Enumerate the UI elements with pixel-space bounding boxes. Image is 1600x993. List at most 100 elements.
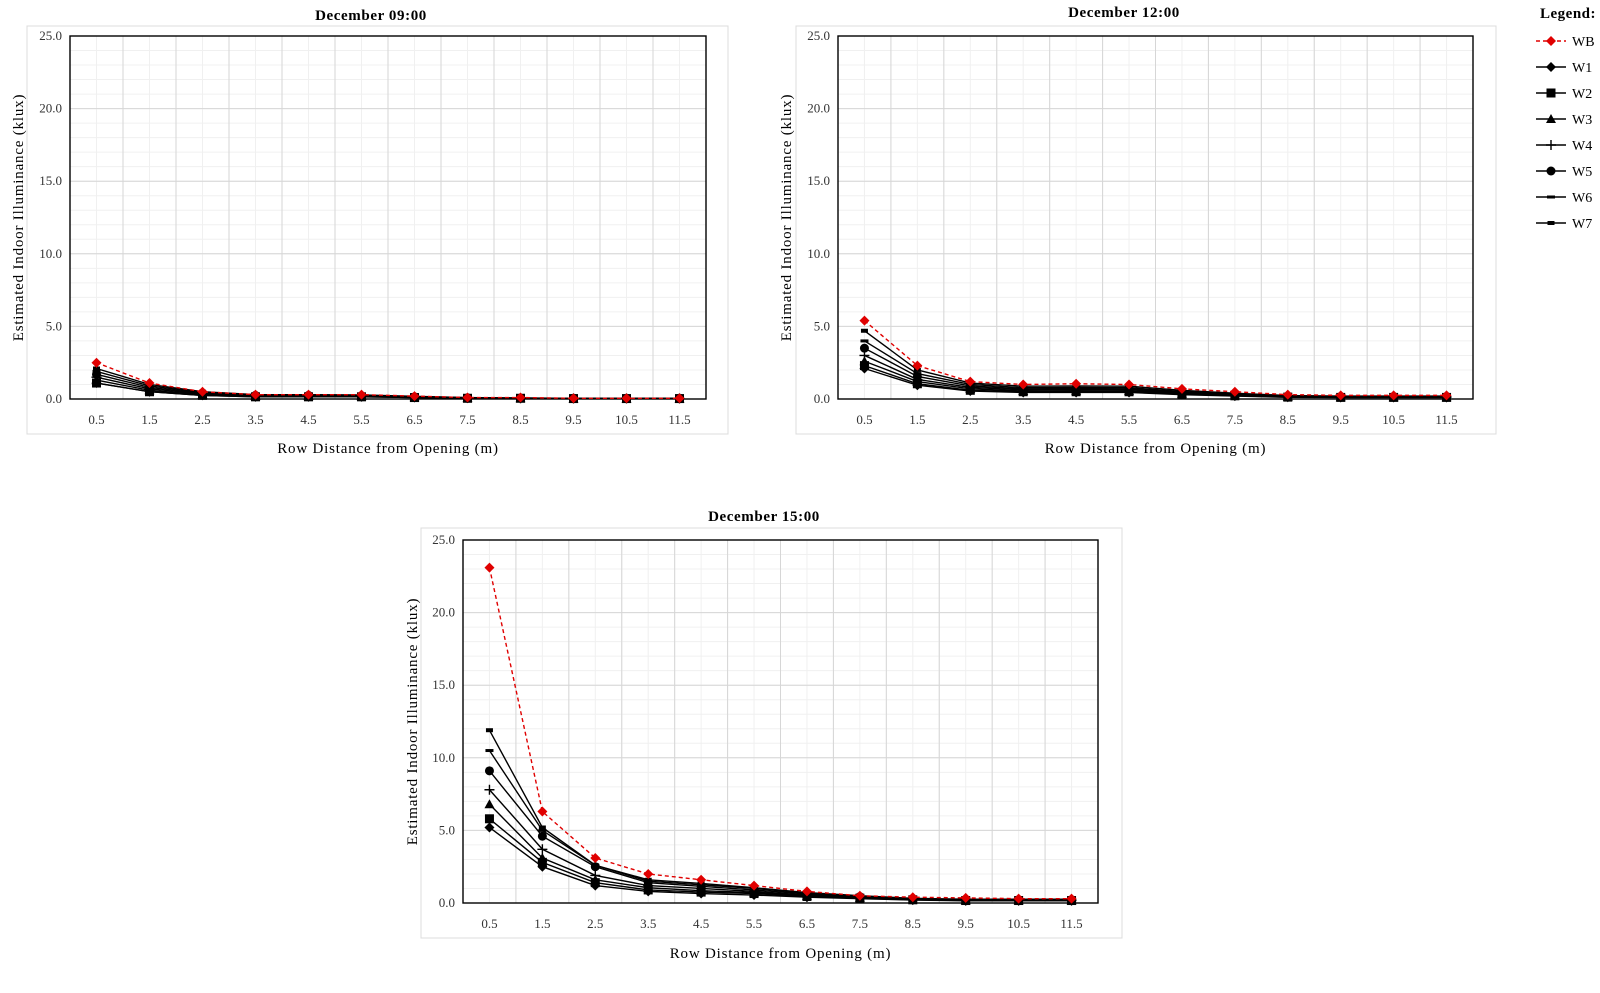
legend-marker-w7 — [1547, 221, 1555, 225]
legend-item-w6: W6 — [1536, 191, 1592, 206]
y-axis-title: Estimated Indoor Illuminance (klux) — [779, 94, 795, 342]
data-point-wb — [696, 874, 707, 885]
legend-label-w7: W7 — [1572, 217, 1592, 232]
legend-item-w4: W4 — [1536, 139, 1592, 154]
x-tick-label: 6.5 — [406, 412, 422, 427]
data-point-wb — [568, 393, 579, 404]
legend-item-w3: W3 — [1536, 113, 1592, 128]
legend-marker-w3 — [1546, 114, 1556, 123]
series-line-wb — [96, 362, 680, 399]
y-tick-label: 5.0 — [439, 822, 455, 837]
data-point-w7 — [93, 366, 100, 371]
x-tick-label: 7.5 — [852, 916, 868, 931]
data-point-w6 — [92, 369, 101, 373]
y-tick-label: 0.0 — [814, 391, 830, 406]
legend-item-w1: W1 — [1536, 61, 1592, 76]
series-wb — [484, 562, 1077, 904]
x-tick-label: 6.5 — [1174, 412, 1190, 427]
y-tick-label: 15.0 — [432, 677, 455, 692]
x-tick-label: 10.5 — [615, 412, 638, 427]
legend-marker-w5 — [1546, 166, 1556, 176]
legend-item-wb: WB — [1536, 35, 1595, 50]
plot-area — [69, 35, 707, 400]
chart-title: December 09:00 — [315, 8, 427, 24]
y-tick-label: 20.0 — [807, 101, 830, 116]
x-tick-label: 11.5 — [1435, 412, 1457, 427]
data-point-wb — [590, 852, 601, 863]
series-line-wb — [488, 567, 1072, 900]
x-tick-label: 0.5 — [88, 412, 104, 427]
legend-item-w7: W7 — [1536, 217, 1592, 232]
x-tick-label: 10.5 — [1382, 412, 1405, 427]
y-tick-label: 0.0 — [439, 895, 455, 910]
legend: Legend: WB W1 W2 W3 W4 W5 W6 W7 — [1536, 6, 1596, 232]
legend-label-w1: W1 — [1572, 61, 1592, 76]
series-line-wb — [864, 320, 1447, 397]
chart-panel-3: 0.0 5.0 10.0 15.0 20.0 25.0 0.5 1.5 2.5 3.5 4.5 5.5… — [405, 509, 1123, 962]
x-tick-label: 0.5 — [856, 412, 872, 427]
data-point-wb — [1335, 390, 1346, 401]
series-wb — [91, 357, 685, 404]
legend-label-w3: W3 — [1572, 113, 1592, 128]
x-tick-label: 7.5 — [459, 412, 475, 427]
legend-marker-w6 — [1547, 195, 1555, 199]
y-tick-label: 15.0 — [807, 173, 830, 188]
legend-label-w6: W6 — [1572, 191, 1592, 206]
x-tick-label: 4.5 — [693, 916, 709, 931]
data-point-wb — [643, 868, 654, 879]
x-tick-label: 9.5 — [958, 916, 974, 931]
data-point-wb — [144, 378, 155, 389]
x-axis-title: Row Distance from Opening (m) — [1045, 441, 1267, 457]
plot-area — [462, 539, 1099, 904]
x-tick-label: 3.5 — [247, 412, 263, 427]
y-tick-label: 5.0 — [46, 318, 62, 333]
data-point-w2 — [537, 857, 547, 867]
x-tick-label: 1.5 — [909, 412, 925, 427]
data-point-w1 — [484, 822, 495, 833]
data-point-wb — [912, 360, 923, 371]
x-tick-label: 6.5 — [799, 916, 815, 931]
chart-panel-2: 0.0 5.0 10.0 15.0 20.0 25.0 0.5 1.5 2.5 3.5 4.5 5.5… — [779, 5, 1497, 457]
y-tick-label: 10.0 — [432, 750, 455, 765]
y-tick-label: 25.0 — [39, 28, 62, 43]
data-point-wb — [801, 886, 812, 897]
data-point-w7 — [485, 728, 493, 733]
x-axis-title: Row Distance from Opening (m) — [277, 441, 499, 457]
data-point-wb — [484, 562, 495, 573]
legend-label-w2: W2 — [1572, 87, 1592, 102]
chart-title: December 12:00 — [1068, 5, 1180, 21]
data-point-w7 — [591, 863, 599, 868]
y-tick-label: 20.0 — [39, 101, 62, 116]
data-point-w4 — [590, 870, 601, 881]
series-line-w7 — [864, 330, 1447, 397]
x-tick-label: 1.5 — [534, 916, 550, 931]
chart-panel-1: 0.0 5.0 10.0 15.0 20.0 25.0 0.5 1.5 2.5 3.5 4.5 5.5… — [11, 8, 729, 457]
legend-label-w5: W5 — [1572, 165, 1592, 180]
data-point-wb — [537, 806, 548, 817]
data-point-w7 — [644, 877, 652, 882]
legend-label-wb: WB — [1572, 35, 1595, 50]
data-point-wb — [1013, 893, 1024, 904]
data-point-w6 — [538, 828, 547, 832]
data-point-wb — [854, 890, 865, 901]
data-point-wb — [960, 892, 971, 903]
y-axis-title: Estimated Indoor Illuminance (klux) — [11, 94, 27, 342]
data-point-wb — [303, 389, 314, 400]
data-point-w5 — [859, 343, 869, 353]
data-point-wb — [1282, 389, 1293, 400]
y-tick-label: 0.0 — [46, 391, 62, 406]
data-point-wb — [1176, 383, 1187, 394]
data-point-wb — [1071, 378, 1082, 389]
data-point-wb — [91, 357, 102, 368]
x-tick-label: 7.5 — [1227, 412, 1243, 427]
data-point-w3 — [859, 356, 870, 366]
series-line-w7 — [488, 729, 1072, 900]
data-point-w2 — [859, 361, 869, 371]
x-tick-label: 5.5 — [746, 916, 762, 931]
data-point-w5 — [484, 766, 494, 776]
data-point-wb — [1388, 390, 1399, 401]
data-point-w5 — [537, 831, 547, 841]
x-tick-label: 8.5 — [1280, 412, 1296, 427]
data-point-w3 — [537, 852, 548, 862]
